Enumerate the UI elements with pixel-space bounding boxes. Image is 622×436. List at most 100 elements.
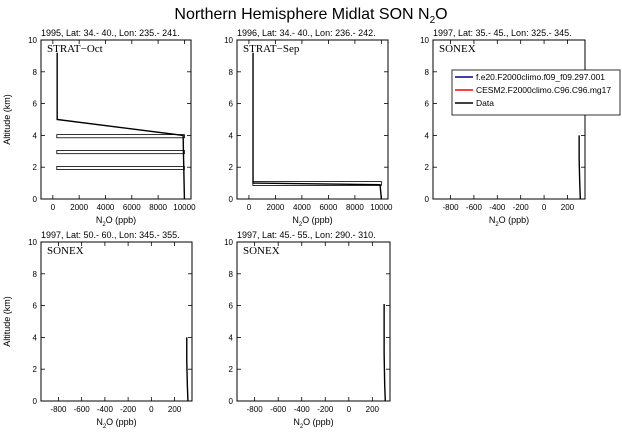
series-line [383,304,386,402]
series-line [252,52,383,200]
y-tick-label: 2 [229,163,234,172]
y-tick-label: 6 [229,302,234,311]
y-tick-label: 8 [425,68,430,77]
x-tick-label: -600 [270,405,287,414]
y-tick-label: 8 [229,270,234,279]
x-axis-label-end: O (ppb) [303,417,334,427]
series-line [578,135,582,200]
x-tick-label: 2000 [267,203,285,212]
x-tick-label: -800 [443,203,460,212]
y-tick-label: 10 [224,238,233,247]
y-tick-label: 4 [425,131,430,140]
series-line [56,52,186,200]
y-ticks: 0 2 4 6 8 10 [420,36,585,204]
x-axis-label-main: N [96,417,103,427]
y-tick-label: 4 [33,131,38,140]
x-tick-label: -800 [50,405,67,414]
range-box [56,150,185,155]
y-tick-label: 8 [33,270,38,279]
y-ticks: 0 2 4 6 8 10 [28,238,192,406]
legend-entry: CESM2.F2000climo.C96.C96.mg17 [476,85,611,95]
x-axis-label-end: O (ppb) [499,215,530,225]
y-tick-label: 6 [33,302,38,311]
x-tick-label: 0 [247,203,252,212]
x-axis-label-main: N [293,417,300,427]
x-axis-label-main: N [96,215,103,225]
panel-header: 1995, Lat: 34.- 40., Lon: 235.- 241. [41,28,180,38]
y-tick-label: 10 [28,36,37,45]
y-ticks: 0 2 4 6 8 10 [224,238,390,406]
panel-label: SONEX [243,245,280,257]
y-tick-label: 6 [425,100,430,109]
panel-header: 1997, Lat: 35.- 45., Lon: 325.- 345. [433,28,572,38]
x-tick-label: 4000 [97,203,115,212]
x-ticks: 0 2000 4000 6000 8000 10000 [247,40,393,212]
y-tick-label: 0 [229,397,234,406]
x-axis-label: N2O (ppb) [96,417,136,430]
legend-entry: f.e20.F2000climo.f09_f09.297.001 [476,72,605,82]
y-tick-label: 10 [420,36,429,45]
x-axis-label-sub: 2 [300,424,304,430]
x-tick-label: -200 [317,405,334,414]
x-axis-label-main: N [292,215,299,225]
range-box [56,166,185,170]
x-tick-label: -400 [97,405,114,414]
range-box [56,134,185,139]
x-axis-label-sub: 2 [495,222,499,228]
x-tick-label: 6000 [123,203,141,212]
y-tick-label: 10 [224,36,233,45]
panel-1: 1995, Lat: 34.- 40., Lon: 235.- 241.0 200… [2,28,196,228]
y-tick-label: 0 [33,397,38,406]
x-axis-label-main: N [489,215,496,225]
x-tick-label: -400 [489,203,506,212]
plot-frame [236,39,389,200]
y-tick-label: 4 [229,131,234,140]
x-ticks: -800 -600 -400 -200 0 200 [247,242,380,414]
y-tick-label: 8 [33,68,38,77]
x-axis-label-sub: 2 [299,222,303,228]
panel-3: 1997, Lat: 35.- 45., Lon: 325.- 345. -800… [420,28,621,228]
x-tick-label: 10000 [370,203,393,212]
x-tick-label: 8000 [149,203,167,212]
x-ticks: -800 -600 -400 -200 0 200 [50,242,182,414]
x-ticks: 0 2000 4000 6000 8000 10000 [51,40,196,212]
y-tick-label: 2 [229,365,234,374]
y-axis-label: Altitude (km) [2,296,12,347]
x-axis-label: N2O (ppb) [293,417,333,430]
x-axis-label-end: O (ppb) [106,417,137,427]
x-axis-label: N2O (ppb) [292,215,332,228]
series-line [186,337,189,402]
panel-label: STRAT−Oct [47,43,103,55]
x-axis-label-sub: 2 [103,424,107,430]
y-tick-label: 4 [33,333,38,342]
x-axis-label-sub: 2 [102,222,106,228]
plot-frame [40,241,193,402]
y-tick-label: 6 [229,100,234,109]
x-tick-label: 0 [51,203,56,212]
x-tick-label: 0 [347,405,352,414]
y-tick-label: 2 [33,365,38,374]
x-tick-label: 6000 [319,203,337,212]
panel-4: 1997, Lat: 50.- 60., Lon: 345.- 355. -800… [2,230,193,430]
legend: f.e20.F2000climo.f09_f09.297.001 CESM2.F2… [451,69,621,116]
y-tick-label: 0 [33,195,38,204]
figure-title-end: O [435,6,447,23]
legend-box [451,69,621,116]
panel-5: 1997, Lat: 45.- 55., Lon: 290.- 310. -800… [224,230,391,430]
x-tick-label: -600 [74,405,91,414]
x-tick-label: -800 [247,405,264,414]
x-tick-label: 4000 [293,203,311,212]
panel-header: 1996, Lat: 34.- 40., Lon: 236.- 242. [237,28,376,38]
x-tick-label: -400 [294,405,311,414]
panel-header: 1997, Lat: 45.- 55., Lon: 290.- 310. [237,230,376,240]
y-tick-label: 2 [33,163,38,172]
x-tick-label: -200 [120,405,137,414]
x-ticks: -800 -600 -400 -200 0 200 [443,40,575,212]
figure-title: Northern Hemisphere Midlat SON N2O [174,6,447,26]
x-tick-label: -200 [513,203,530,212]
x-axis-label-end: O (ppb) [106,215,137,225]
panel-label: SONEX [439,43,476,55]
x-tick-label: 0 [542,203,547,212]
panel-header: 1997, Lat: 50.- 60., Lon: 345.- 355. [41,230,180,240]
